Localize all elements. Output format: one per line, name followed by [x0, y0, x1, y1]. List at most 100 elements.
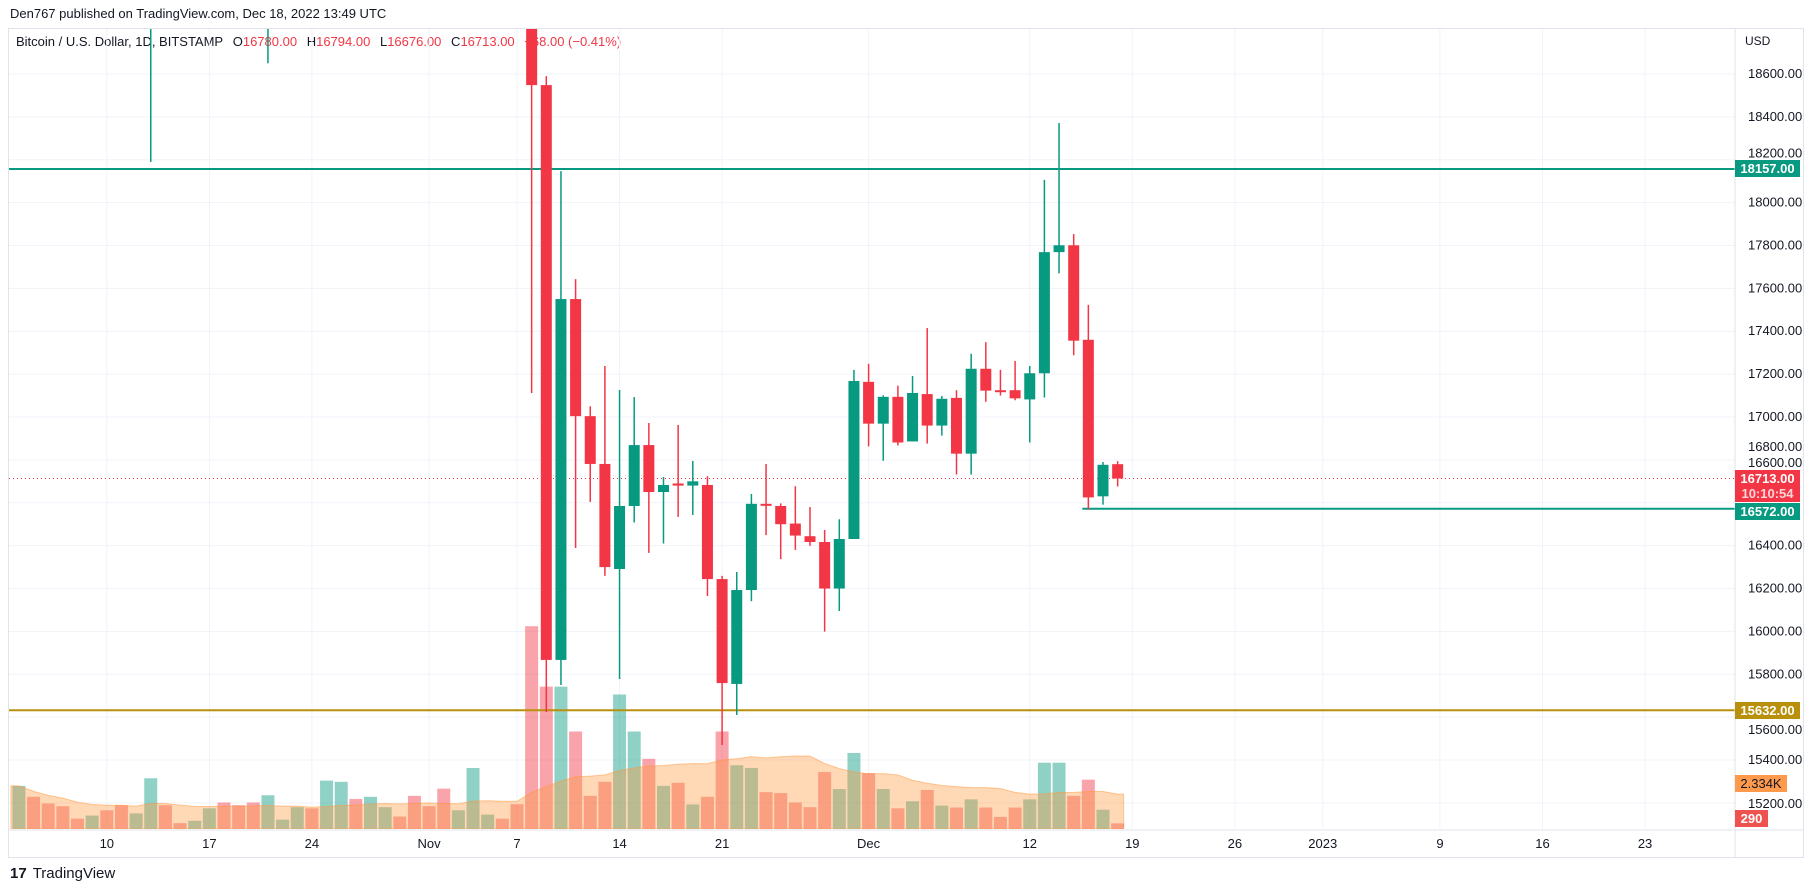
- candle-body: [965, 368, 977, 454]
- volume-bar: [979, 807, 993, 829]
- candle-body: [936, 398, 948, 426]
- candle: [1097, 462, 1109, 505]
- volume-bar: [437, 788, 451, 829]
- volume-bar: [1008, 807, 1022, 829]
- volume-bar: [173, 823, 187, 829]
- candle-body: [555, 299, 567, 660]
- date-tick-label: 14: [612, 836, 626, 851]
- volume-bar: [539, 686, 553, 829]
- lower-support-price-tag: 15632.00: [1735, 701, 1800, 719]
- candle-body: [731, 590, 743, 684]
- price-tick-label: 18000.00: [1748, 195, 1802, 210]
- volume-bar: [114, 805, 128, 829]
- candle-body: [775, 505, 787, 525]
- volume-bar: [1111, 823, 1125, 829]
- price-tick-label: 17800.00: [1748, 237, 1802, 252]
- volume-bar: [832, 789, 846, 829]
- candle: [745, 493, 757, 602]
- candle-body: [701, 484, 713, 580]
- price-tick-label: 18400.00: [1748, 109, 1802, 124]
- time-axis[interactable]: 10 17 24 Nov 7 14 21 Dec 12 19 26 2023 9 16 23: [100, 836, 1653, 851]
- price-tick-label: 18200.00: [1748, 146, 1802, 161]
- legend-close: C16713.00: [451, 34, 515, 49]
- volume-bar: [188, 820, 202, 829]
- price-axis[interactable]: 15200.00 15400.00 15600.00 15800.00 16000.00…: [1748, 66, 1802, 811]
- legend-open: O16780.00: [233, 34, 297, 49]
- last-price-tag: 16713.00 10:10:54: [1735, 469, 1800, 502]
- volume-bar: [41, 803, 55, 829]
- horizontal-lines: [9, 167, 1735, 712]
- symbol-legend: Bitcoin / U.S. Dollar, 1D, BITSTAMP O167…: [16, 34, 627, 49]
- candle: [892, 385, 904, 446]
- volume-bar: [803, 807, 817, 829]
- candle-body: [628, 445, 640, 506]
- volume-bar: [788, 802, 802, 829]
- volume-bar: [613, 694, 627, 829]
- volume-bar: [305, 808, 319, 829]
- price-tick-label: 17400.00: [1748, 323, 1802, 338]
- volume-bar: [993, 816, 1007, 829]
- volume-bar: [862, 773, 876, 829]
- candle: [789, 486, 801, 550]
- candle-body: [848, 380, 860, 539]
- volume-bar: [12, 785, 26, 829]
- candle: [760, 463, 772, 536]
- candle-body: [994, 390, 1006, 393]
- volume-bar: [158, 805, 172, 829]
- candle: [570, 279, 582, 548]
- price-tick-label: 15400.00: [1748, 752, 1802, 767]
- volume-bar: [906, 801, 920, 829]
- candle-body: [672, 483, 684, 486]
- candle-body: [716, 579, 728, 684]
- volume-bar: [451, 810, 465, 829]
- candle: [701, 476, 713, 597]
- last-price: 16713.00: [1740, 470, 1795, 486]
- volume-bar: [232, 805, 246, 829]
- candle: [775, 503, 787, 560]
- volume-bar: [261, 795, 275, 829]
- grid: [9, 29, 1735, 829]
- volume-bar: [466, 767, 480, 829]
- high-label: H: [306, 34, 317, 49]
- volume-bar: [246, 802, 260, 829]
- candle: [267, 29, 269, 64]
- volume-bar: [495, 818, 509, 829]
- date-tick-label: Nov: [418, 836, 442, 851]
- resistance-price-tag: 18157.00: [1735, 160, 1800, 178]
- candle: [672, 424, 684, 517]
- symbol-name[interactable]: Bitcoin / U.S. Dollar, 1D, BITSTAMP: [16, 34, 224, 49]
- candle: [526, 29, 538, 393]
- volume-bar: [1037, 762, 1051, 829]
- candle: [584, 406, 596, 502]
- candle-body: [877, 396, 889, 424]
- price-tick-label: 17600.00: [1748, 280, 1802, 295]
- candle: [687, 460, 699, 515]
- legend-high: H16794.00: [307, 34, 371, 49]
- currency-label[interactable]: USD: [1745, 34, 1771, 48]
- candle-body: [599, 463, 611, 568]
- price-tick-label: 16200.00: [1748, 581, 1802, 596]
- volume-bar: [583, 795, 597, 829]
- brand-name[interactable]: TradingView: [32, 865, 116, 882]
- volume-bar: [686, 804, 700, 829]
- volume-bar: [759, 792, 773, 829]
- volume-bar: [598, 781, 612, 829]
- volume-bar: [276, 819, 290, 829]
- volume-bar: [744, 767, 758, 829]
- volume-ma-tag: 2.334K: [1735, 775, 1787, 792]
- candle-body: [921, 394, 933, 426]
- volume-bar: [671, 782, 685, 829]
- volume-bar: [129, 813, 143, 829]
- candle-body: [980, 368, 992, 391]
- volume-bar: [85, 815, 99, 829]
- volume-bar: [100, 810, 114, 829]
- close-value: 16713.00: [460, 34, 515, 49]
- date-tick-label: 16: [1535, 836, 1549, 851]
- candle: [150, 29, 152, 162]
- volume-bar: [950, 807, 963, 829]
- volume-bar: [525, 626, 539, 829]
- candle-body: [687, 481, 699, 486]
- volume-bar: [700, 796, 714, 829]
- price-tick-label: 15200.00: [1748, 796, 1802, 811]
